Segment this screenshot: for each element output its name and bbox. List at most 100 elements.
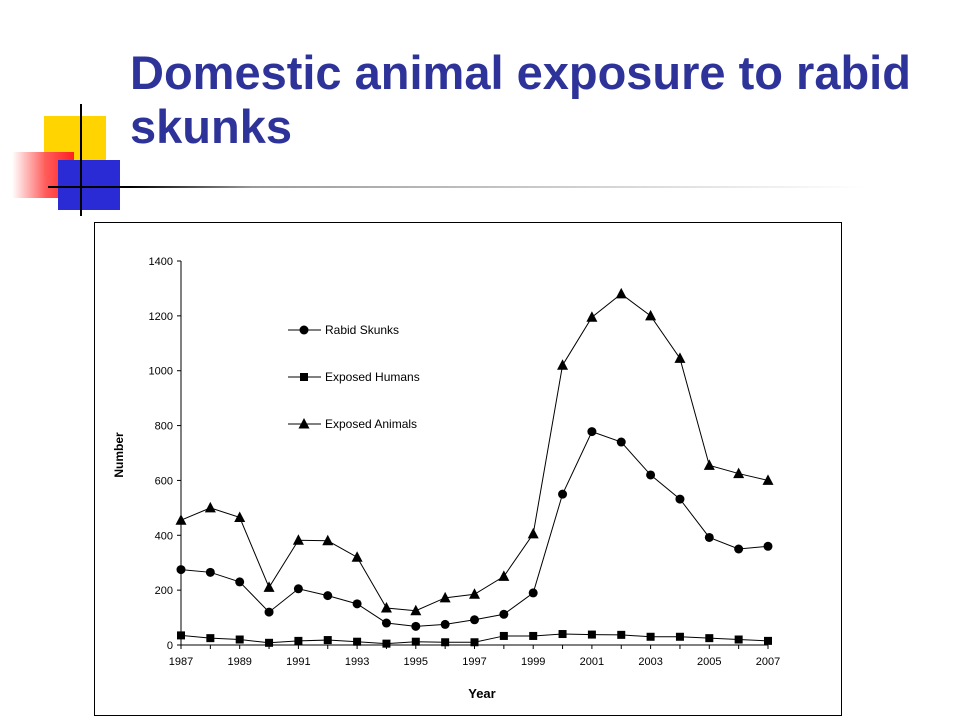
data-point-exposed-humans (265, 638, 274, 647)
data-point-rabid-skunks (381, 618, 391, 628)
data-point-exposed-humans (499, 631, 508, 640)
data-point-exposed-animals (527, 527, 539, 539)
data-point-rabid-skunks (616, 437, 626, 447)
data-point-exposed-animals (410, 604, 422, 616)
legend-item-exposed-animals: Exposed Animals (288, 417, 417, 431)
x-tick-label: 1993 (345, 656, 369, 668)
data-point-exposed-animals (674, 352, 686, 363)
data-point-rabid-skunks (264, 607, 274, 617)
data-point-exposed-animals (234, 511, 246, 522)
data-point-rabid-skunks (205, 567, 215, 577)
data-point-exposed-animals (292, 534, 304, 545)
data-point-exposed-animals (645, 309, 657, 321)
data-point-exposed-humans (177, 631, 185, 640)
x-tick-label: 1995 (404, 656, 428, 668)
data-point-rabid-skunks (499, 609, 509, 619)
series-rabid-skunks (176, 427, 773, 631)
decor-vertical-line (80, 104, 82, 216)
data-point-exposed-animals (322, 534, 334, 546)
data-point-exposed-animals (439, 591, 451, 603)
data-point-exposed-humans (675, 632, 684, 641)
y-tick-label: 800 (155, 421, 173, 433)
data-point-exposed-humans (294, 636, 303, 645)
data-point-rabid-skunks (646, 470, 656, 480)
legend-label: Rabid Skunks (325, 323, 399, 337)
data-point-rabid-skunks (470, 615, 479, 625)
series-exposed-humans (177, 630, 772, 648)
x-tick-label: 1999 (521, 656, 545, 668)
y-tick-label: 400 (155, 530, 173, 542)
data-point-exposed-animals (733, 467, 745, 479)
data-point-rabid-skunks (176, 565, 186, 575)
data-point-exposed-animals (380, 601, 392, 613)
data-point-exposed-animals (762, 474, 774, 485)
data-point-rabid-skunks (235, 577, 245, 587)
y-tick-label: 1400 (149, 256, 173, 268)
y-tick-label: 0 (167, 640, 173, 652)
data-point-exposed-animals (204, 501, 216, 513)
data-point-rabid-skunks (587, 427, 597, 437)
data-point-exposed-humans (646, 632, 655, 641)
data-point-exposed-humans (764, 636, 772, 645)
legend-marker-icon (299, 325, 309, 335)
data-point-exposed-humans (323, 636, 332, 645)
x-tick-label: 2007 (756, 656, 780, 668)
data-point-rabid-skunks (675, 494, 685, 504)
x-tick-label: 2003 (638, 656, 662, 668)
x-tick-label: 1987 (169, 656, 193, 668)
chart-series-layer (175, 287, 774, 648)
data-point-exposed-humans (734, 635, 743, 644)
chart-frame: 0 200 400 600 800 1000 1200 1400 1987 1989 1991 199… (94, 222, 842, 716)
slide-title: Domestic animal exposure to rabid skunks (130, 46, 911, 153)
data-point-exposed-humans (235, 635, 244, 644)
data-point-exposed-humans (470, 638, 479, 647)
data-point-exposed-humans (353, 637, 362, 646)
legend-marker-icon (298, 418, 310, 429)
data-point-exposed-animals (469, 588, 480, 599)
x-tick-label: 1989 (227, 656, 251, 668)
data-point-exposed-humans (705, 634, 714, 643)
data-point-rabid-skunks (323, 591, 333, 601)
y-tick-label: 1000 (149, 366, 173, 378)
chart-legend: Rabid Skunks Exposed Humans Exposed Animal… (288, 323, 420, 431)
x-tick-label: 1991 (286, 656, 310, 668)
legend-item-rabid-skunks: Rabid Skunks (288, 323, 399, 337)
data-point-exposed-animals (175, 514, 187, 525)
data-point-exposed-animals (586, 311, 598, 322)
data-point-rabid-skunks (558, 489, 568, 499)
data-point-exposed-animals (351, 551, 363, 562)
x-tick-label: 2001 (580, 656, 604, 668)
data-point-rabid-skunks (352, 599, 362, 609)
decor-blue-square (58, 160, 120, 210)
data-point-exposed-humans (441, 638, 450, 647)
data-point-exposed-animals (557, 359, 569, 370)
data-point-rabid-skunks (440, 619, 450, 629)
data-point-exposed-humans (558, 630, 567, 639)
series-line-exposed-animals (180, 293, 769, 612)
y-tick-label: 200 (155, 585, 173, 597)
y-tick-label: 1200 (149, 311, 173, 323)
x-axis-title: Year (468, 686, 495, 701)
y-axis-title: Number (112, 432, 126, 478)
data-point-rabid-skunks (734, 544, 744, 554)
x-tick-label: 2005 (697, 656, 721, 668)
data-point-rabid-skunks (528, 588, 538, 598)
line-chart: 0 200 400 600 800 1000 1200 1400 1987 1989 1991 199… (112, 256, 781, 701)
data-point-exposed-humans (382, 639, 391, 648)
chart-axes: 0 200 400 600 800 1000 1200 1400 1987 1989 1991 199… (149, 256, 781, 668)
legend-label: Exposed Humans (325, 370, 420, 384)
data-point-exposed-humans (411, 637, 420, 646)
data-point-exposed-animals (703, 459, 715, 470)
legend-label: Exposed Animals (325, 417, 417, 431)
legend-item-exposed-humans: Exposed Humans (288, 370, 420, 384)
data-point-exposed-animals (615, 287, 627, 299)
data-point-exposed-animals (263, 581, 275, 592)
data-point-rabid-skunks (704, 532, 714, 542)
data-point-exposed-humans (529, 631, 538, 640)
data-point-rabid-skunks (763, 541, 773, 551)
x-tick-label: 1997 (462, 656, 486, 668)
data-point-exposed-humans (206, 634, 215, 643)
decor-horizontal-line (48, 186, 868, 188)
y-tick-label: 600 (155, 475, 173, 487)
data-point-exposed-humans (617, 630, 626, 639)
